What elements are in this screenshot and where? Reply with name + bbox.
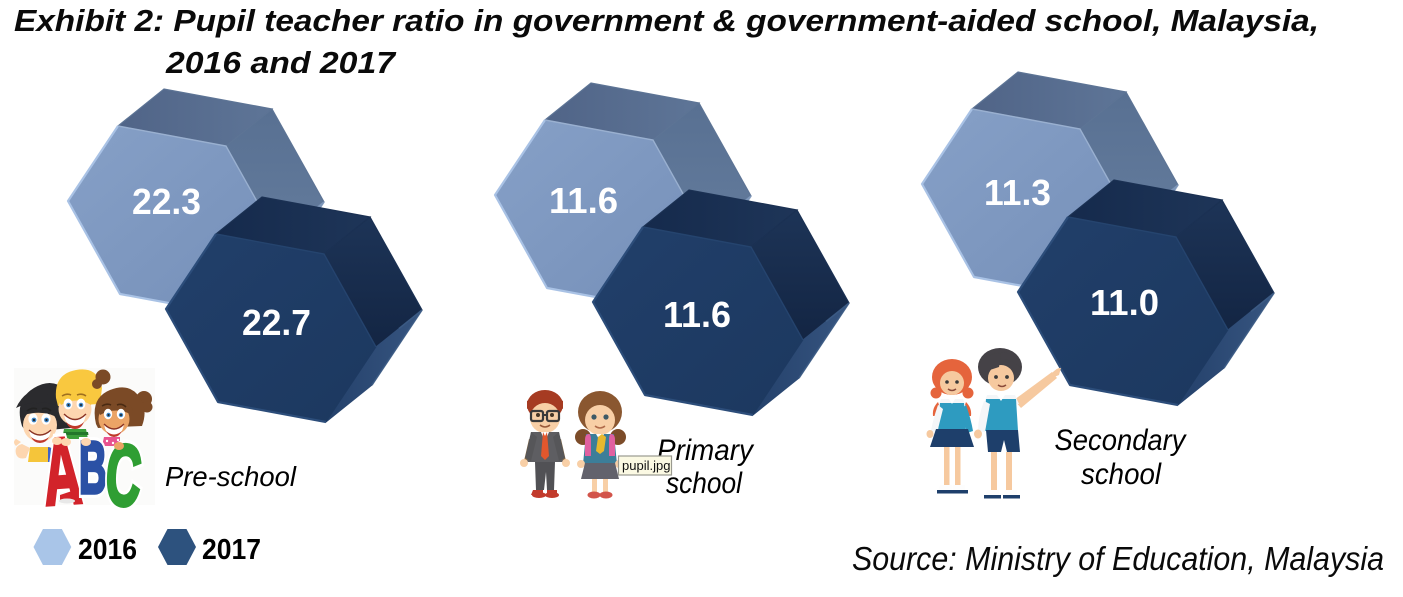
svg-text:Pre-school: Pre-school xyxy=(165,461,297,492)
svg-text:A: A xyxy=(40,418,85,526)
svg-text:11.6: 11.6 xyxy=(549,180,618,221)
svg-text:11.6: 11.6 xyxy=(663,294,731,335)
svg-text:2016 and 2017: 2016 and 2017 xyxy=(165,45,397,80)
svg-text:C: C xyxy=(103,425,145,525)
svg-text:school: school xyxy=(666,467,743,500)
svg-text:22.7: 22.7 xyxy=(242,302,311,343)
svg-text:Source: Ministry of Education,: Source: Ministry of Education, Malaysia xyxy=(852,540,1384,577)
svg-text:Exhibit 2: Pupil teacher ratio: Exhibit 2: Pupil teacher ratio in govern… xyxy=(14,3,1319,38)
svg-text:school: school xyxy=(1081,458,1162,491)
svg-text:22.3: 22.3 xyxy=(132,181,201,222)
svg-text:A: A xyxy=(40,418,85,526)
svg-text:Secondary: Secondary xyxy=(1055,424,1188,457)
svg-text:2016: 2016 xyxy=(78,534,137,566)
svg-text:11.0: 11.0 xyxy=(1090,282,1159,323)
svg-text:11.3: 11.3 xyxy=(984,172,1051,213)
svg-text:pupil.jpg: pupil.jpg xyxy=(622,458,670,473)
svg-text:Primary: Primary xyxy=(657,434,755,467)
svg-text:2017: 2017 xyxy=(202,534,261,566)
svg-text:B: B xyxy=(79,428,107,510)
